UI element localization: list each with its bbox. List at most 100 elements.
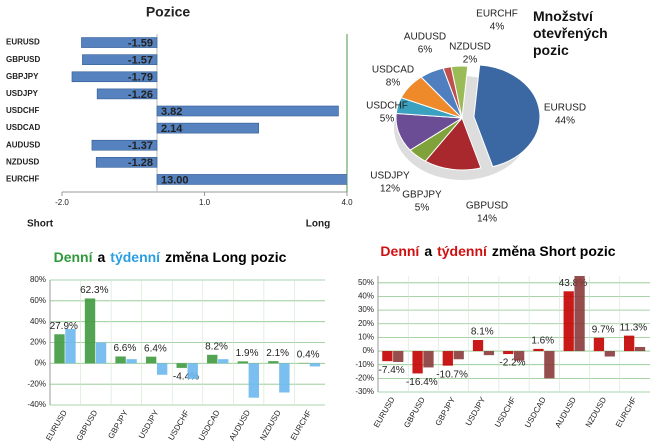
chart-title: Denní a týdenní změna Long pozic [54, 249, 287, 265]
value-label: 1.6% [531, 336, 554, 347]
slice-label: EURUSD [544, 103, 586, 114]
title-part: týdenní [110, 249, 161, 265]
value-label: 0.4% [297, 350, 320, 361]
slice-label: GBPJPY [402, 190, 442, 201]
bar [248, 363, 259, 398]
x-tick-label: NZDUSD [584, 395, 609, 429]
bar [533, 348, 544, 352]
value-label: -1.28 [128, 157, 153, 169]
bar [423, 351, 434, 368]
bar [472, 340, 484, 352]
category-label: USDCHF [6, 106, 39, 115]
slice-label: USDCAD [372, 65, 414, 76]
bar [483, 351, 495, 356]
y-tick-label: 40% [30, 317, 46, 326]
y-tick-label: -10% [355, 360, 374, 369]
value-label: 6.4% [144, 343, 167, 354]
x-tick-label: GBPJPY [106, 408, 130, 440]
bar [442, 351, 453, 366]
bar [81, 37, 158, 48]
slice-label: NZDUSD [449, 42, 491, 53]
x-tick-label: USDCAD [197, 408, 222, 442]
y-tick-label: -20% [27, 379, 46, 388]
slice-label: EURCHF [476, 9, 518, 20]
bar [156, 122, 259, 134]
category-label: NZDUSD [6, 157, 40, 166]
x-tick-label: EURCHF [614, 395, 639, 428]
y-tick-label: 40% [358, 292, 374, 301]
y-tick-label: 30% [358, 305, 374, 314]
bar [593, 337, 605, 352]
slice-value: 44% [555, 116, 575, 127]
x-tick-label: USDJPY [137, 408, 161, 440]
slice-label: AUDUSD [404, 32, 446, 43]
value-label: -1.59 [128, 37, 153, 49]
x-label-right: Long [306, 219, 330, 230]
bar [176, 363, 187, 368]
bar [382, 351, 393, 362]
y-tick-label: 10% [358, 333, 374, 342]
chart-title: Pozice [146, 4, 191, 20]
y-tick-label: -30% [355, 387, 374, 396]
bar [96, 88, 158, 100]
slice-value: 12% [380, 184, 400, 195]
slice-label: GBPUSD [466, 201, 508, 212]
slice-value: 2% [463, 55, 478, 66]
bar [207, 354, 218, 364]
bar [453, 351, 464, 360]
slice-value: 8% [386, 78, 401, 89]
y-tick-label: -40% [27, 400, 46, 409]
bar [218, 359, 229, 364]
title-part: změna Short pozic [492, 243, 616, 259]
bar [634, 346, 646, 352]
y-tick-label: 50% [358, 278, 374, 287]
bar [84, 298, 96, 364]
x-tick-label: EURCHF [289, 408, 314, 441]
x-tick-label: USDCHF [493, 395, 518, 428]
slice-label: USDJPY [370, 171, 410, 182]
value-label: 2.14 [161, 123, 183, 135]
category-label: GBPUSD [6, 55, 40, 64]
value-label: 27.9% [50, 321, 78, 332]
value-label: -7.4% [379, 365, 405, 376]
chart-title: Denní a týdenní změna Short pozic [380, 243, 615, 259]
category-label: EURCHF [6, 175, 39, 184]
x-tick-label: EURUSD [44, 408, 69, 442]
title-part: týdenní [437, 243, 488, 259]
bar [187, 363, 198, 379]
bar [604, 351, 615, 357]
value-label: 13.00 [161, 174, 189, 186]
value-label: -16.4% [406, 377, 438, 388]
value-label: 9.7% [592, 324, 615, 335]
title-part: a [97, 249, 105, 265]
x-tick-label: GBPUSD [75, 408, 100, 442]
bar [115, 356, 126, 364]
value-label: -10.7% [436, 369, 468, 380]
bar [237, 361, 248, 364]
bar [95, 157, 158, 168]
value-label: -4.4% [173, 372, 199, 383]
bar [71, 71, 158, 83]
bar [145, 356, 157, 364]
x-tick-label: AUDUSD [227, 408, 252, 442]
x-tick-label: AUDUSD [553, 395, 578, 429]
bar [503, 351, 514, 355]
x-tick-label: NZDUSD [258, 408, 283, 442]
x-tick-label: USDCHF [167, 408, 192, 441]
bar [514, 351, 525, 361]
value-label: 8.1% [471, 327, 494, 338]
category-label: GBPJPY [6, 72, 39, 81]
bar [624, 335, 635, 352]
slice-value: 5% [415, 203, 430, 214]
bar [393, 351, 404, 362]
bar [82, 54, 158, 65]
x-label-left: Short [27, 219, 54, 230]
slice-value: 5% [380, 114, 395, 125]
x-tick-label: GBPJPY [434, 395, 458, 427]
slice-value: 14% [477, 214, 497, 225]
value-label: 62.3% [80, 285, 108, 296]
bar [54, 334, 65, 364]
bar [156, 105, 339, 117]
